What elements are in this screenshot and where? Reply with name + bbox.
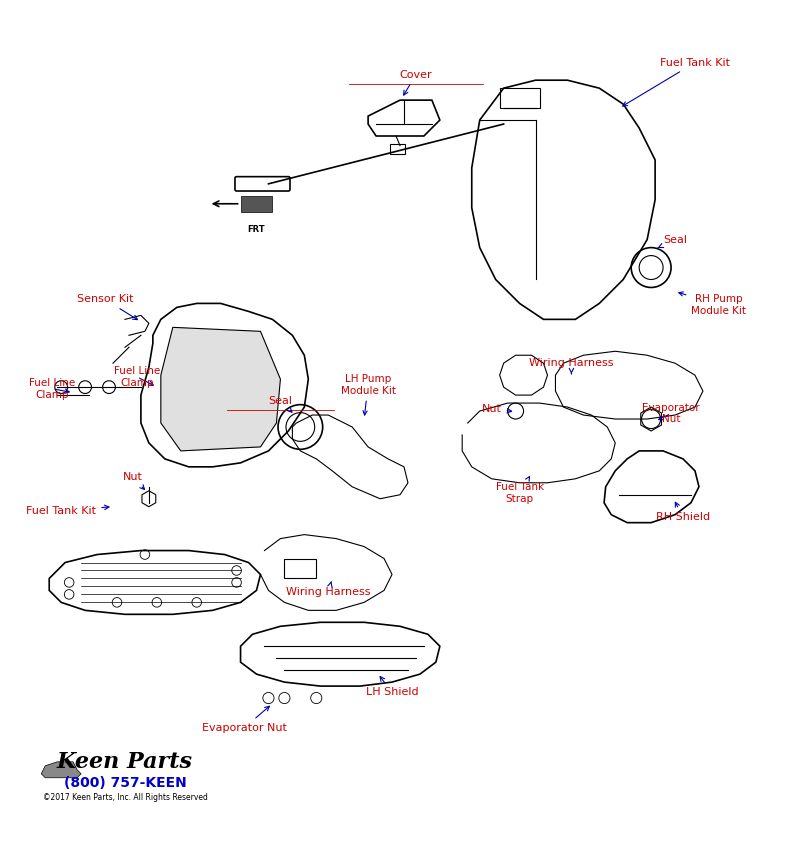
Text: FRT: FRT <box>248 225 266 234</box>
Polygon shape <box>42 761 81 777</box>
Text: Nut: Nut <box>482 404 512 414</box>
Text: Fuel Line
Clamp: Fuel Line Clamp <box>30 378 75 399</box>
Text: Seal: Seal <box>658 234 687 248</box>
Text: Keen Parts: Keen Parts <box>57 750 193 772</box>
Text: Fuel Tank Kit: Fuel Tank Kit <box>622 58 730 106</box>
Text: ©2017 Keen Parts, Inc. All Rights Reserved: ©2017 Keen Parts, Inc. All Rights Reserv… <box>42 794 207 802</box>
Text: Evaporator Nut: Evaporator Nut <box>202 706 287 733</box>
Text: Fuel Line
Clamp: Fuel Line Clamp <box>114 366 160 387</box>
Text: RH Shield: RH Shield <box>656 503 710 522</box>
Text: (800) 757-KEEN: (800) 757-KEEN <box>63 777 186 790</box>
Text: Fuel Tank
Strap: Fuel Tank Strap <box>495 476 544 504</box>
Text: Wiring Harness: Wiring Harness <box>286 581 370 597</box>
Text: Nut: Nut <box>123 472 145 490</box>
Text: Cover: Cover <box>400 69 432 95</box>
Text: RH Pump
Module Kit: RH Pump Module Kit <box>679 292 746 316</box>
Text: Seal: Seal <box>269 396 293 412</box>
Text: Wiring Harness: Wiring Harness <box>529 358 614 374</box>
Text: Sensor Kit: Sensor Kit <box>77 294 138 320</box>
Text: LH Shield: LH Shield <box>366 677 418 697</box>
Text: Fuel Tank Kit: Fuel Tank Kit <box>26 505 109 516</box>
FancyBboxPatch shape <box>241 195 273 212</box>
Text: LH Pump
Module Kit: LH Pump Module Kit <box>341 374 396 415</box>
Polygon shape <box>161 327 281 451</box>
Text: Evaporator
Nut: Evaporator Nut <box>642 403 700 424</box>
